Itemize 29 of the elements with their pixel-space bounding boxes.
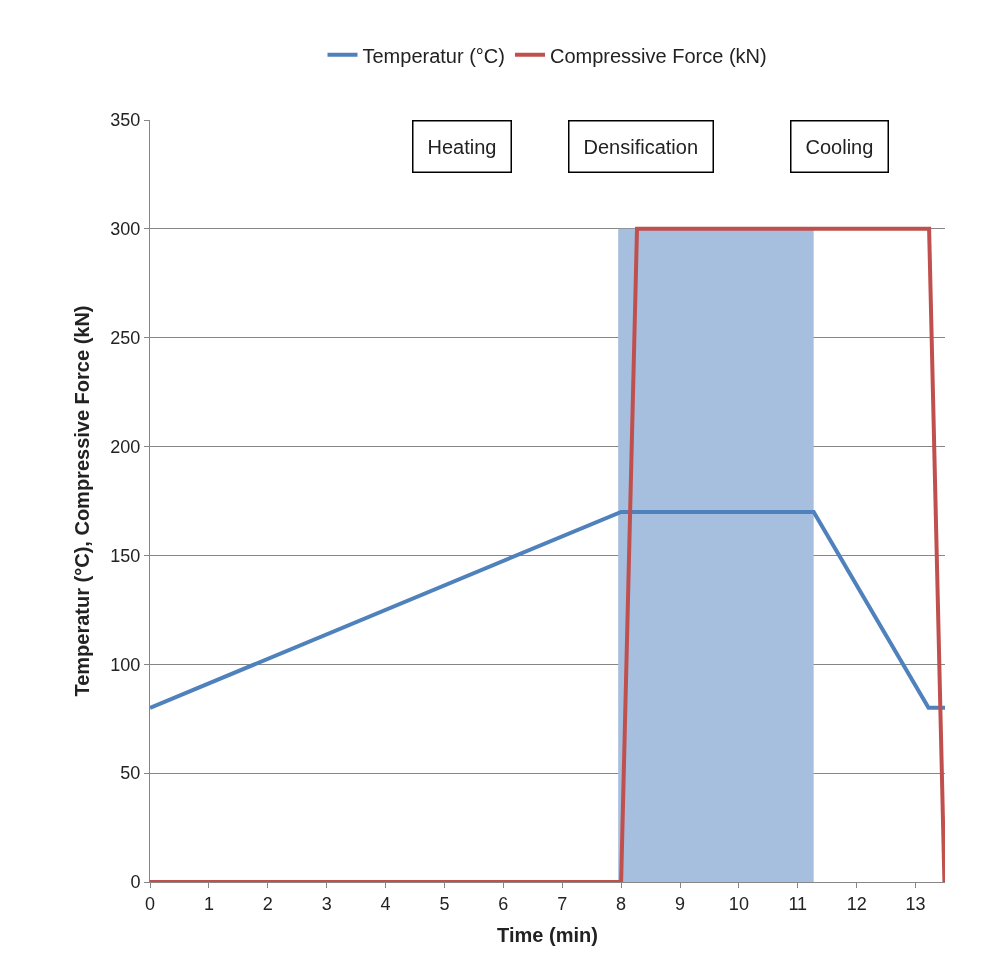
x-tick-label: 11 xyxy=(788,893,808,914)
x-tick-label: 13 xyxy=(905,893,926,914)
annotation: Heating xyxy=(427,135,497,158)
y-tick-label: 200 xyxy=(110,436,141,457)
x-tick-label: 1 xyxy=(203,893,214,914)
x-tick-label: 4 xyxy=(380,893,391,914)
y-tick-label: 50 xyxy=(120,763,141,784)
x-tick-label: 7 xyxy=(557,893,568,914)
y-tick-label: 300 xyxy=(110,219,141,240)
x-tick-label: 0 xyxy=(144,893,156,914)
legend-label: Compressive Force (kN) xyxy=(549,44,767,67)
y-tick-label: 250 xyxy=(110,328,141,349)
legend-label: Temperatur (°C) xyxy=(362,44,505,67)
x-tick-label: 12 xyxy=(846,893,867,914)
y-tick-label: 100 xyxy=(110,654,141,675)
x-tick-label: 2 xyxy=(262,893,273,914)
y-tick-label: 0 xyxy=(130,872,141,893)
x-tick-label: 9 xyxy=(674,893,686,914)
x-axis-title: Time (min) xyxy=(497,924,598,947)
x-tick-label: 10 xyxy=(728,893,749,914)
y-tick-label: 350 xyxy=(110,110,141,131)
annotation: Cooling xyxy=(805,135,874,158)
y-axis-title: Temperatur (°C), Compressive Force (kN) xyxy=(70,305,93,697)
x-tick-label: 6 xyxy=(498,893,509,914)
x-tick-label: 8 xyxy=(616,893,627,914)
annotation: Densification xyxy=(583,135,699,158)
x-tick-label: 5 xyxy=(439,893,450,914)
y-tick-label: 150 xyxy=(110,545,141,566)
x-tick-label: 3 xyxy=(321,893,332,914)
